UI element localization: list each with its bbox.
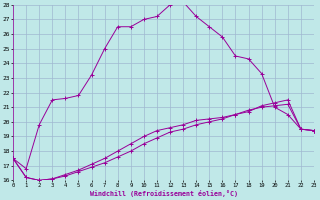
X-axis label: Windchill (Refroidissement éolien,°C): Windchill (Refroidissement éolien,°C) [90, 190, 237, 197]
